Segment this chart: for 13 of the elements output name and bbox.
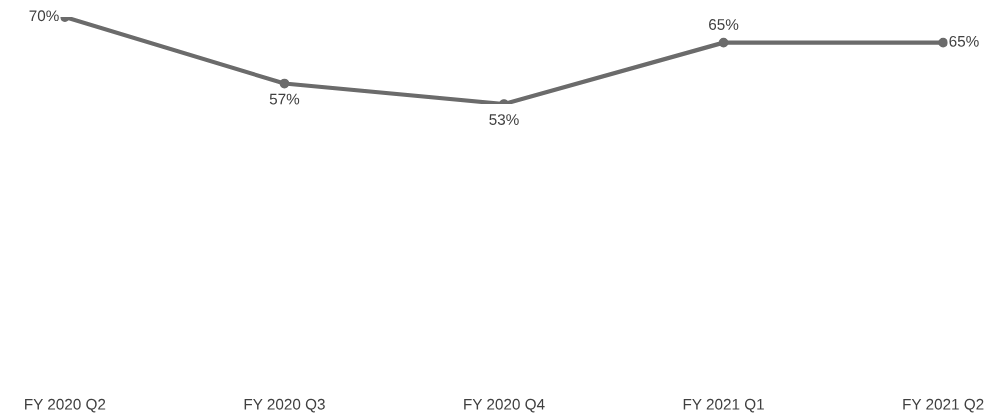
point [718, 37, 729, 48]
x-tick-label: FY 2021 Q1 [683, 398, 764, 413]
x-tick-label: FY 2020 Q3 [244, 398, 325, 413]
x-tick-label: FY 2020 Q2 [25, 398, 106, 413]
data-label: 53% [489, 114, 519, 125]
data-label: 65% [949, 35, 979, 47]
data-label: 57% [269, 93, 300, 105]
x-tick-label: FY 2021 Q2 [903, 398, 984, 413]
data-label: 70% [29, 10, 59, 22]
point [279, 78, 290, 89]
point [938, 37, 948, 48]
data-label: 65% [709, 19, 739, 30]
x-tick-label: FY 2020 Q4 [464, 398, 545, 413]
